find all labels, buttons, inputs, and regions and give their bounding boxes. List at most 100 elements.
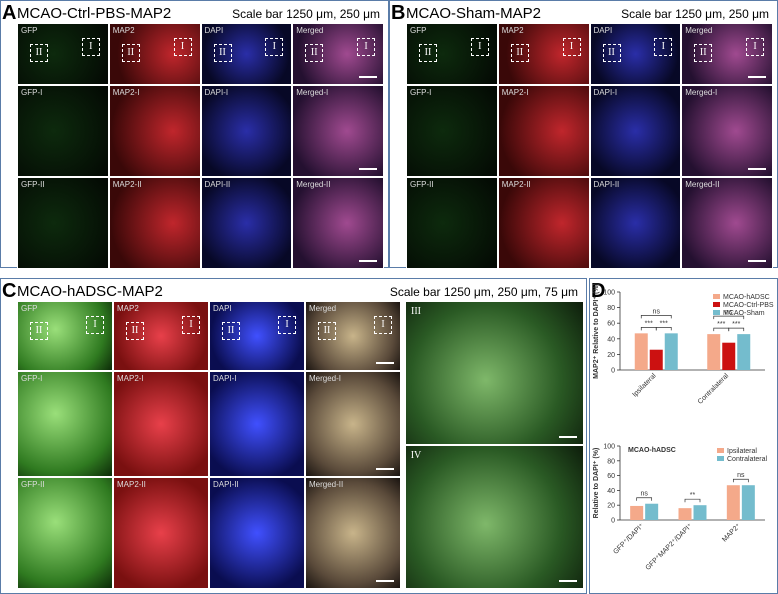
sig-label: *** (660, 320, 668, 327)
panel-letter: D (591, 280, 606, 302)
image-cell: GFP II I (17, 23, 109, 85)
scale-bar (359, 260, 377, 262)
x-tick-label: MAP2⁺ (721, 522, 742, 543)
region-marker: II (30, 322, 48, 340)
sig-label: *** (645, 320, 653, 327)
panel-title: MCAO-Sham-MAP2 (406, 5, 542, 22)
y-tick-label: 20 (607, 503, 615, 510)
region-marker: I (182, 316, 200, 334)
image-cell: MAP2 II I (497, 23, 590, 85)
image-label: MAP2-I (501, 88, 529, 97)
bar (693, 505, 707, 520)
image-label: GFP-I (21, 88, 43, 97)
image-label: MAP2-II (117, 480, 146, 489)
y-tick-label: 100 (603, 444, 615, 451)
panel-title: MCAO-hADSC-MAP2 (17, 283, 163, 300)
panel: MCAO-Sham-MAP2 Scale bar 1250 μm, 250 μm G… (389, 0, 778, 269)
sig-label: ns (725, 309, 733, 316)
legend-label: MCAO-Ctrl-PBS (723, 302, 774, 309)
image-cell: GFP-I (17, 85, 109, 177)
bar (664, 333, 678, 370)
sig-label: ns (737, 472, 745, 479)
panel-letter: B (391, 2, 406, 24)
zoom-image: IV (405, 445, 584, 589)
image-cell: Merged II I (292, 23, 384, 85)
region-marker: II (126, 322, 144, 340)
scale-text: Scale bar 1250 μm, 250 μm (621, 7, 769, 21)
image-cell: MAP2-II (497, 177, 590, 269)
y-tick-label: 0 (611, 368, 615, 375)
sig-bracket (640, 326, 657, 331)
image-label: GFP (410, 26, 427, 35)
y-tick-label: 80 (607, 458, 615, 465)
region-marker: II (305, 44, 324, 62)
image-cell: DAPI II I (589, 23, 682, 85)
image-cell: DAPI-II (589, 177, 682, 269)
region-marker: I (374, 316, 392, 334)
zoom-label: IV (410, 450, 422, 461)
region-marker: I (654, 38, 673, 56)
region-marker: I (562, 38, 581, 56)
image-label: DAPI-I (213, 374, 237, 383)
sig-label: ns (640, 491, 648, 498)
x-tick-label: GFP⁺MAP2⁺/DAPI⁺ (645, 522, 695, 572)
legend-swatch (717, 456, 724, 461)
panel: MCAO-Ctrl-PBS-MAP2 Scale bar 1250 μm, 250… (0, 0, 389, 269)
region-marker: II (213, 44, 232, 62)
scale-bar (376, 468, 394, 470)
region-marker: II (222, 322, 240, 340)
image-cell: Merged-II (305, 477, 401, 589)
image-cell: DAPI-I (589, 85, 682, 177)
region-marker: I (357, 38, 375, 56)
image-label: Merged-II (685, 180, 720, 189)
bar (722, 342, 736, 370)
region-marker: II (419, 44, 437, 62)
scale-text: Scale bar 1250 μm, 250 μm, 75 μm (389, 285, 578, 299)
image-label: GFP-II (410, 180, 434, 189)
image-cell: MAP2 II I (108, 23, 201, 85)
image-cell: DAPI-II (209, 477, 305, 589)
zoom-label: III (411, 306, 421, 317)
bar (645, 503, 659, 520)
x-tick-label: Ipsilateral (632, 372, 658, 398)
image-cell: Merged-II (292, 177, 384, 269)
image-cell: Merged-I (305, 371, 401, 477)
bar (634, 333, 648, 370)
bar (678, 508, 692, 520)
image-label: GFP-I (21, 374, 43, 383)
image-label: MAP2 (117, 304, 139, 313)
image-label: GFP (21, 304, 38, 313)
image-label: DAPI-I (593, 88, 618, 97)
y-axis-label: MAP2⁺ Relative to DAPI⁺ (%) (593, 283, 600, 379)
sig-bracket (640, 314, 672, 319)
image-label: GFP (21, 26, 38, 35)
y-axis-label: Relative to DAPI⁺ (%) (593, 448, 600, 519)
image-cell: GFP-II (17, 177, 109, 269)
image-label: Merged-II (296, 180, 331, 189)
image-label: DAPI (213, 304, 232, 313)
scale-bar (359, 76, 377, 78)
image-label: Merged (296, 26, 324, 35)
image-cell: MAP2-II (108, 177, 201, 269)
x-tick-label: Contralateral (697, 372, 731, 406)
scale-text: Scale bar 1250 μm, 250 μm (232, 7, 380, 21)
image-label: GFP-II (21, 180, 45, 189)
image-cell: MAP2-II (113, 477, 209, 589)
image-cell: DAPI II I (200, 23, 293, 85)
image-cell: DAPI-I (200, 85, 293, 177)
scale-bar (559, 580, 577, 582)
legend-label: MCAO-Sham (723, 310, 765, 317)
sig-bracket (732, 478, 749, 483)
legend-label: Ipsilateral (727, 448, 757, 455)
sig-bracket (636, 497, 653, 501)
image-label: Merged (685, 26, 713, 35)
panel: MCAO-hADSC-MAP2 Scale bar 1250 μm, 250 μm… (0, 278, 587, 594)
scale-bar (376, 580, 394, 582)
scale-bar (359, 168, 377, 170)
scale-bar (748, 260, 766, 262)
image-cell: Merged II I (681, 23, 773, 85)
image-label: MAP2-II (112, 180, 142, 189)
sig-bracket (655, 326, 672, 331)
image-label: DAPI-I (204, 88, 229, 97)
image-label: DAPI-II (213, 480, 239, 489)
